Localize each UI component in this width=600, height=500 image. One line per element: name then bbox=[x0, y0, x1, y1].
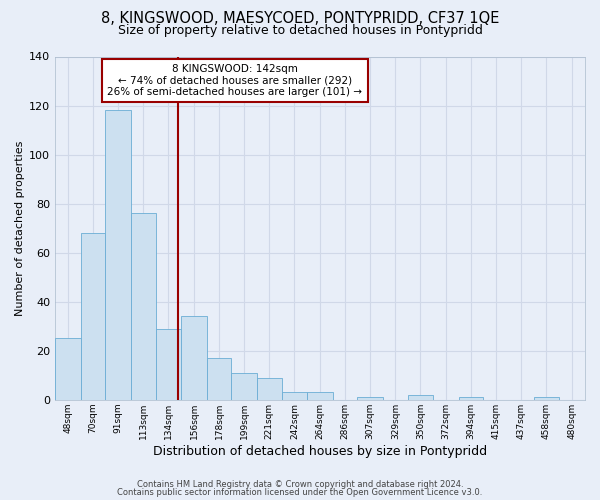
Bar bbox=[533, 398, 559, 400]
Bar bbox=[358, 398, 383, 400]
Bar bbox=[155, 328, 181, 400]
X-axis label: Distribution of detached houses by size in Pontypridd: Distribution of detached houses by size … bbox=[153, 444, 487, 458]
Text: Size of property relative to detached houses in Pontypridd: Size of property relative to detached ho… bbox=[118, 24, 482, 37]
Bar bbox=[55, 338, 81, 400]
Bar bbox=[232, 373, 257, 400]
Bar bbox=[459, 398, 484, 400]
Bar bbox=[131, 214, 155, 400]
Text: 8, KINGSWOOD, MAESYCOED, PONTYPRIDD, CF37 1QE: 8, KINGSWOOD, MAESYCOED, PONTYPRIDD, CF3… bbox=[101, 11, 499, 26]
Bar bbox=[307, 392, 333, 400]
Text: 8 KINGSWOOD: 142sqm
← 74% of detached houses are smaller (292)
26% of semi-detac: 8 KINGSWOOD: 142sqm ← 74% of detached ho… bbox=[107, 64, 362, 97]
Bar bbox=[81, 233, 106, 400]
Bar bbox=[407, 395, 433, 400]
Bar bbox=[207, 358, 232, 400]
Bar bbox=[257, 378, 281, 400]
Text: Contains HM Land Registry data © Crown copyright and database right 2024.: Contains HM Land Registry data © Crown c… bbox=[137, 480, 463, 489]
Y-axis label: Number of detached properties: Number of detached properties bbox=[15, 140, 25, 316]
Text: Contains public sector information licensed under the Open Government Licence v3: Contains public sector information licen… bbox=[118, 488, 482, 497]
Bar bbox=[106, 110, 131, 400]
Bar bbox=[281, 392, 307, 400]
Bar bbox=[181, 316, 207, 400]
